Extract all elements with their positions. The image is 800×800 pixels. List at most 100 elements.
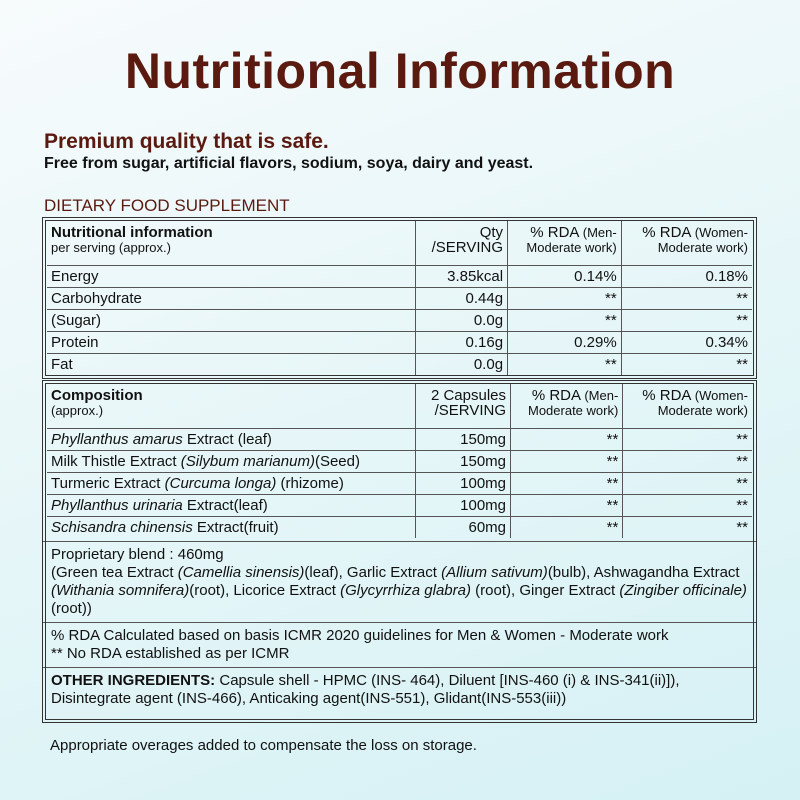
cell: 0.0g [414,353,508,375]
rda-line2: Moderate work) [527,403,619,418]
header-rda: % RDA (Men- Moderate work) [507,221,622,266]
text: ** [736,312,748,329]
text: 100mg [460,497,507,514]
cell: 0.14% [507,265,622,288]
text-segment: (Seed) [314,453,360,470]
text-segment: (Zingiber officinale) [619,582,747,599]
text-segment: (leaf), Garlic Extract [304,564,442,581]
section-label: DIETARY FOOD SUPPLEMENT [44,196,290,215]
header-qty: Qty/SERVING [414,221,508,266]
cell: Turmeric Extract (Curcuma longa) (rhizom… [47,472,416,495]
blend: Proprietary blend : 460mg (Green tea Ext… [43,541,756,622]
text: 0.44g [465,290,504,307]
text: ** [736,475,748,492]
cell: 150mg [414,428,511,451]
row: Milk Thistle Extract (Silybum marianum)(… [47,450,752,473]
text: 3.85kcal [447,268,504,285]
cell: 0.44g [414,287,508,310]
text-segment: (rhizome) [276,475,344,492]
text-segment: Phyllanthus urinaria [51,497,183,514]
header-qty-line: /SERVING [431,239,504,256]
text: ** [606,519,619,536]
cell: ** [510,516,623,538]
text: ** [606,497,619,514]
other-label: OTHER INGREDIENTS: [51,672,216,689]
text: 60mg [468,519,507,536]
text: ** [736,356,748,373]
rda-line2: Moderate work) [657,403,748,418]
text: 150mg [460,453,507,470]
cell: ** [510,428,623,451]
cell: ** [620,353,752,375]
cell: ** [622,450,752,473]
row: Fat 0.0g ** ** [47,353,752,375]
row: Phyllanthus urinaria Extract(leaf) 100mg *… [47,494,752,517]
text: ** [736,431,748,448]
header-rda: % RDA (Women- Moderate work) [622,384,752,429]
text-segment: Turmeric Extract [51,475,165,492]
rda-main: % RDA [531,387,581,404]
other-ingredients: OTHER INGREDIENTS: Capsule shell - HPMC … [43,667,756,722]
cell: ** [620,287,752,310]
nutrition-table: Nutritional information per serving (appr… [47,221,752,375]
cell: 0.34% [620,331,752,354]
header-name: Nutritional information per serving (appr… [47,221,416,266]
text: ** [736,453,748,470]
text: 0.0g [473,312,504,329]
text: ** [605,312,617,329]
text-segment: Extract(fruit) [192,519,279,536]
cell: Carbohydrate [47,287,416,310]
header-name: Composition (approx.) [47,384,416,429]
cell: 150mg [414,450,511,473]
cell: 0.16g [414,331,508,354]
cell: Phyllanthus amarus Extract (leaf) [47,428,416,451]
title: Nutritional Information [124,43,676,99]
text-segment: (Withania somnifera) [51,582,190,599]
text: 0.14% [574,268,617,285]
rda-main: % RDA [642,224,691,241]
text-segment: (root)) [51,600,92,617]
header-title: Composition [51,387,143,404]
text: Fat [51,356,73,373]
header-row: Composition (approx.) 2 Capsules/SERVING% … [47,384,752,429]
header-sub: (approx.) [51,403,104,418]
cell: ** [507,287,622,310]
rda-note: (Men- [584,388,619,403]
header-rda-line: % RDA (Women- [626,225,748,240]
tagline: Premium quality that is safe. [44,130,329,153]
blend-text: (Green tea Extract (Camellia sinensis)(l… [51,564,748,618]
cell: 60mg [414,516,511,538]
cell: (Sugar) [47,309,416,332]
cell: 0.29% [507,331,622,354]
header-rda-line: % RDA (Men- [515,388,618,403]
other-text: Capsule shell - HPMC (INS- 464), Diluent… [51,672,680,707]
text: 0.29% [574,334,617,351]
text: (Sugar) [51,312,102,329]
row: Energy 3.85kcal 0.14% 0.18% [47,265,752,288]
text: 150mg [460,431,507,448]
header-rda: % RDA (Women- Moderate work) [620,221,752,266]
text-segment: (Allium sativum) [441,564,548,581]
text: ** [606,475,619,492]
cell: ** [510,494,623,517]
rda-note: (Women- [694,388,748,403]
text: ** [605,290,617,307]
row: Phyllanthus amarus Extract (leaf) 150mg **… [47,428,752,451]
cell: Schisandra chinensis Extract(fruit) [47,516,416,538]
cell: 3.85kcal [414,265,508,288]
text-segment: Phyllanthus amarus [51,431,183,448]
text-segment: (Green tea Extract [51,564,178,581]
header-qty-line: Qty [479,224,504,241]
cell: ** [622,494,752,517]
cell: Fat [47,353,416,375]
header-row: Nutritional information per serving (appr… [47,221,752,266]
header-qty-line: 2 Capsules [430,387,507,404]
text-segment: (Silybum marianum) [180,453,315,470]
cell: Protein [47,331,416,354]
cell: ** [510,450,623,473]
composition-box: Composition (approx.) 2 Capsules/SERVING% … [42,380,757,723]
notes: % RDA Calculated based on basis ICMR 202… [43,622,756,667]
header-rda: % RDA (Men- Moderate work) [510,384,623,429]
text-segment: (bulb), Ashwagandha Extract [547,564,740,581]
claim: Free from sugar, artificial flavors, sod… [44,155,534,172]
